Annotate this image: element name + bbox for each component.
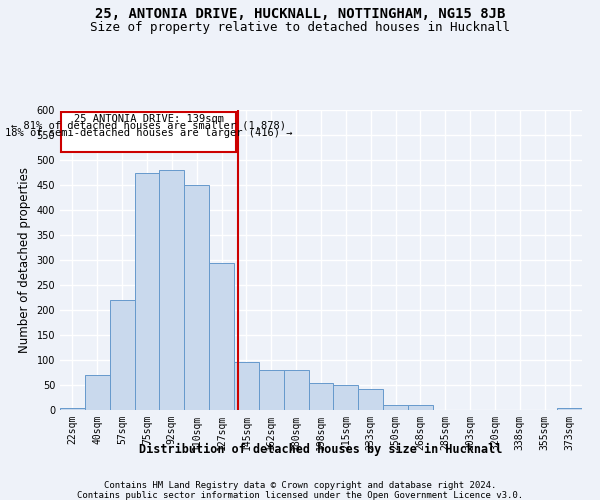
- Text: 25, ANTONIA DRIVE, HUCKNALL, NOTTINGHAM, NG15 8JB: 25, ANTONIA DRIVE, HUCKNALL, NOTTINGHAM,…: [95, 8, 505, 22]
- FancyBboxPatch shape: [61, 112, 236, 152]
- Bar: [383, 405, 408, 410]
- Text: Size of property relative to detached houses in Hucknall: Size of property relative to detached ho…: [90, 21, 510, 34]
- Bar: [160, 170, 184, 410]
- Bar: [85, 375, 110, 410]
- Bar: [134, 172, 160, 410]
- Bar: [284, 370, 308, 410]
- Text: Distribution of detached houses by size in Hucknall: Distribution of detached houses by size …: [139, 442, 503, 456]
- Bar: [209, 262, 234, 410]
- Bar: [308, 382, 334, 410]
- Bar: [259, 370, 284, 410]
- Text: ← 81% of detached houses are smaller (1,878): ← 81% of detached houses are smaller (1,…: [11, 120, 286, 130]
- Text: 25 ANTONIA DRIVE: 139sqm: 25 ANTONIA DRIVE: 139sqm: [74, 114, 224, 124]
- Bar: [60, 408, 85, 410]
- Bar: [110, 300, 134, 410]
- Text: Contains HM Land Registry data © Crown copyright and database right 2024.: Contains HM Land Registry data © Crown c…: [104, 481, 496, 490]
- Bar: [184, 185, 209, 410]
- Bar: [408, 405, 433, 410]
- Text: 18% of semi-detached houses are larger (416) →: 18% of semi-detached houses are larger (…: [5, 128, 293, 138]
- Text: Contains public sector information licensed under the Open Government Licence v3: Contains public sector information licen…: [77, 491, 523, 500]
- Bar: [557, 408, 582, 410]
- Y-axis label: Number of detached properties: Number of detached properties: [18, 167, 31, 353]
- Bar: [358, 388, 383, 410]
- Bar: [234, 362, 259, 410]
- Bar: [334, 385, 358, 410]
